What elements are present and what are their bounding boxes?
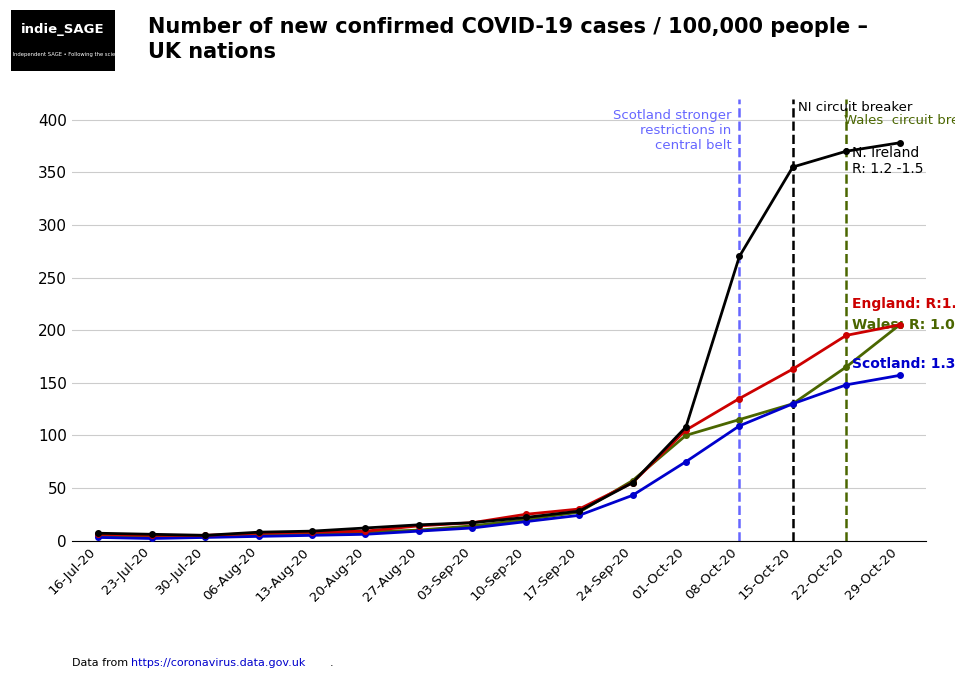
Text: Wales  circuit breaker: Wales circuit breaker [843, 114, 955, 127]
Text: Wales: R: 1.0 – 1.4: Wales: R: 1.0 – 1.4 [852, 318, 955, 332]
Text: Scotland stronger
restrictions in
central belt: Scotland stronger restrictions in centra… [613, 109, 732, 152]
Text: Scotland: 1.3 – 1.6: Scotland: 1.3 – 1.6 [852, 357, 955, 371]
Text: The Independent SAGE • Following the science: The Independent SAGE • Following the sci… [1, 52, 125, 56]
Text: Number of new confirmed COVID-19 cases / 100,000 people –: Number of new confirmed COVID-19 cases /… [148, 17, 868, 37]
Text: UK nations: UK nations [148, 42, 276, 62]
Text: indie_SAGE: indie_SAGE [21, 23, 105, 36]
Text: NI circuit breaker: NI circuit breaker [798, 101, 913, 114]
Text: Data from: Data from [72, 658, 135, 668]
Text: N. Ireland
R: 1.2 -1.5: N. Ireland R: 1.2 -1.5 [852, 146, 923, 176]
Text: https://coronavirus.data.gov.uk: https://coronavirus.data.gov.uk [131, 658, 306, 668]
Text: .: . [329, 658, 333, 668]
Text: England: R:1.2-1.4: England: R:1.2-1.4 [852, 296, 955, 311]
